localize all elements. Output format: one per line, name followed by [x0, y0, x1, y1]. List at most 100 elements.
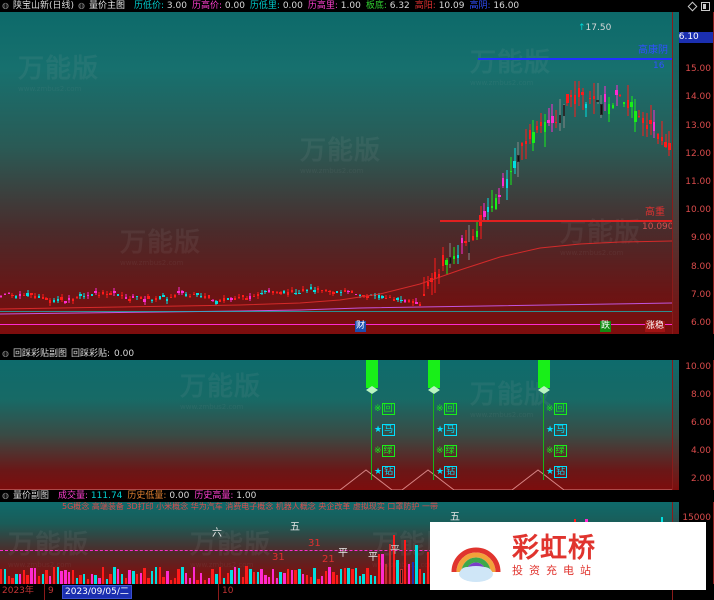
teal-band-line	[0, 311, 672, 312]
candlestick	[536, 12, 539, 334]
candle-body	[600, 104, 603, 115]
candle-body	[90, 294, 93, 296]
price-axis-label: 12.00	[685, 148, 711, 159]
star-icon: ★	[546, 467, 555, 477]
candlestick	[158, 12, 161, 334]
header-field-label: 历史高量:	[194, 491, 234, 501]
candle-body	[132, 296, 135, 298]
retrace-signal-chart[interactable]: 万能版 www.zmbus2.com 万能版 www.zmbus2.com ※ 回 ★ 马…	[0, 360, 672, 490]
date-axis-label: 10	[222, 586, 234, 596]
candle-body	[245, 298, 248, 300]
panel-bullet-icon: ◍	[2, 349, 9, 358]
candle-body	[15, 295, 18, 299]
mid-panel-axis: 10.00 8.00 6.00 4.00 2.00	[672, 360, 714, 490]
diamond-icon[interactable]	[687, 1, 698, 11]
candle-body	[641, 118, 645, 124]
signal-label-text: 绿	[553, 445, 567, 457]
candle-wick	[446, 257, 448, 276]
candle-body	[158, 296, 161, 299]
candlestick	[441, 12, 445, 334]
stock-title[interactable]: 陕宝山新(日线)	[12, 1, 75, 11]
candlestick	[283, 12, 286, 334]
candle-body	[226, 298, 229, 300]
candle-wick	[642, 112, 644, 136]
volume-bar	[347, 568, 350, 584]
candle-body	[611, 104, 614, 108]
header-field-value: 0.00	[222, 1, 245, 11]
signal-diamond-icon	[538, 386, 550, 394]
candlestick	[604, 12, 607, 334]
candle-wick	[261, 290, 263, 295]
candlestick	[490, 12, 494, 334]
candle-wick	[385, 294, 387, 300]
candlestick	[7, 12, 10, 334]
main-price-chart[interactable]: 万能版 www.zmbus2.com 万能版 www.zmbus2.com 万能版 w…	[0, 12, 672, 334]
candlestick	[252, 12, 256, 334]
volume-bar	[90, 573, 93, 584]
candlestick	[634, 12, 637, 334]
price-axis-label: 8.00	[690, 261, 711, 272]
candlestick	[52, 12, 56, 334]
candle-body	[366, 296, 369, 298]
candle-body	[41, 296, 44, 299]
candlestick	[298, 12, 301, 334]
signal-label: ★ 马	[546, 424, 568, 436]
candle-body	[154, 297, 158, 301]
candle-body	[634, 111, 637, 122]
candlestick	[302, 12, 305, 334]
candle-body	[320, 289, 324, 292]
candle-wick	[38, 294, 40, 298]
mid-indicator-name[interactable]: 回踩彩贴副图	[12, 349, 67, 359]
candle-body	[3, 293, 7, 296]
candlestick	[449, 12, 452, 334]
candlestick	[64, 12, 67, 334]
candlestick	[79, 12, 82, 334]
volume-bar	[56, 566, 60, 584]
candlestick	[271, 12, 275, 334]
red-support-line	[440, 220, 672, 222]
volume-bar	[151, 571, 154, 584]
main-indicator-name[interactable]: 量价主图	[89, 1, 126, 11]
candle-wick	[457, 245, 459, 265]
candle-wick	[582, 87, 584, 110]
signal-label: ★ 马	[436, 424, 458, 436]
header-icon-group[interactable]	[687, 0, 710, 12]
candle-body	[11, 294, 14, 297]
candlestick	[215, 12, 218, 334]
resistance-line-tag: 16	[653, 61, 665, 71]
candlestick	[422, 12, 426, 334]
concept-tags: 5G概念 高端装备 3D打印 小米概念 华为汽车 消费电子概念 机器人概念 央企…	[62, 502, 438, 511]
candle-body	[392, 299, 395, 301]
candle-wick	[449, 243, 451, 268]
candle-body	[52, 300, 56, 302]
volume-bar	[328, 567, 331, 584]
volume-bar	[196, 579, 199, 584]
volume-bar	[71, 570, 75, 584]
window-icon[interactable]	[701, 1, 710, 11]
indicator-bullet-icon: ◍	[78, 1, 85, 10]
volume-indicator-name[interactable]: 量价副图	[12, 491, 49, 501]
date-separator	[44, 584, 45, 600]
candlestick	[377, 12, 380, 334]
candlestick	[41, 12, 44, 334]
header-field-value: 6.32	[386, 1, 410, 11]
candlestick	[392, 12, 395, 334]
date-separator	[218, 584, 219, 600]
candle-body	[94, 291, 97, 294]
candle-body	[279, 291, 282, 294]
candle-wick	[344, 287, 346, 291]
candlestick	[45, 12, 48, 334]
candle-body	[566, 93, 569, 103]
volume-bar	[252, 572, 256, 584]
candlestick	[351, 12, 354, 334]
volume-bar	[294, 569, 297, 584]
star-icon: ★	[374, 467, 383, 477]
date-axis-label: 9	[48, 586, 54, 596]
candlestick	[135, 12, 139, 334]
candle-body	[385, 297, 388, 300]
selected-date-badge[interactable]: 2023/09/05/二	[62, 585, 132, 599]
candlestick	[570, 12, 573, 334]
candlestick	[513, 12, 516, 334]
candle-wick	[83, 292, 85, 300]
candlestick	[309, 12, 312, 334]
